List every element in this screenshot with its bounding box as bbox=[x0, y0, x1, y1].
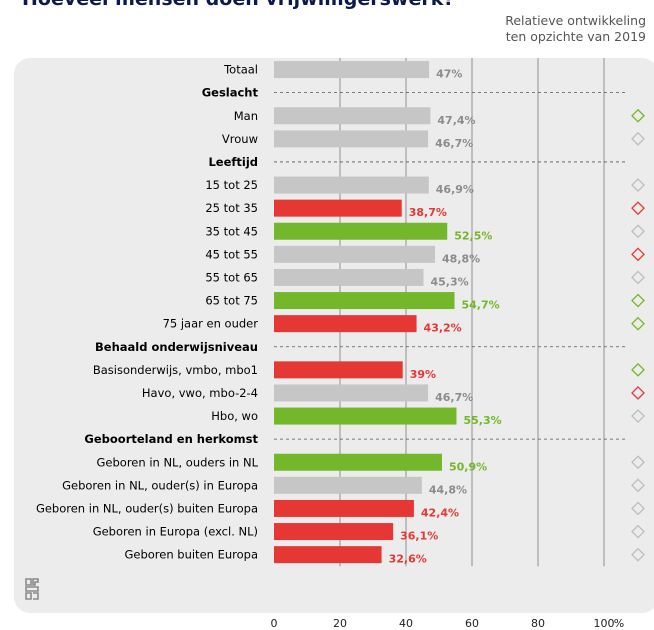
value-label: 46,7% bbox=[435, 137, 473, 150]
category-label: 55 tot 65 bbox=[205, 270, 258, 284]
group-header-label: Geslacht bbox=[202, 86, 259, 100]
x-tick-label: 20 bbox=[333, 617, 347, 630]
trend-diamond-icon bbox=[631, 270, 645, 285]
value-label: 36,1% bbox=[400, 530, 438, 543]
bar bbox=[274, 61, 430, 79]
bar bbox=[274, 546, 382, 564]
category-label: Havo, vwo, mbo-2-4 bbox=[142, 386, 258, 400]
value-label: 46,7% bbox=[435, 391, 473, 404]
x-tick-label: 60 bbox=[465, 617, 479, 630]
value-label: 45,3% bbox=[430, 275, 468, 288]
category-label: 35 tot 45 bbox=[205, 224, 258, 238]
category-label: 25 tot 35 bbox=[205, 201, 258, 215]
value-label: 48,8% bbox=[442, 252, 480, 265]
chart-rows: Totaal 47% Geslacht Man 47,4% Vrouw 46,7% Leeft… bbox=[36, 61, 645, 566]
trend-diamond-icon bbox=[631, 386, 645, 400]
bar bbox=[274, 245, 436, 263]
value-label: 55,3% bbox=[463, 414, 501, 427]
trend-diamond-icon bbox=[631, 547, 645, 562]
bar bbox=[274, 476, 422, 494]
category-label: Geboren in Europa (excl. NL) bbox=[93, 525, 258, 539]
trend-diamond-icon bbox=[631, 224, 645, 239]
value-label: 54,7% bbox=[462, 299, 500, 312]
category-label: Basisonderwijs, vmbo, mbo1 bbox=[93, 363, 258, 377]
bar bbox=[274, 361, 403, 379]
value-label: 46,9% bbox=[436, 183, 474, 196]
x-tick-label: 0 bbox=[271, 617, 278, 630]
bar bbox=[274, 315, 417, 333]
bar bbox=[274, 384, 429, 402]
trend-diamond-icon bbox=[631, 178, 645, 192]
label-panel bbox=[14, 58, 654, 613]
category-label: Geboren buiten Europa bbox=[124, 548, 258, 562]
value-label: 47,4% bbox=[437, 114, 475, 127]
category-label: Vrouw bbox=[222, 132, 258, 146]
x-tick-label: 100 bbox=[594, 617, 615, 630]
bar bbox=[274, 292, 455, 310]
value-label: 43,2% bbox=[424, 322, 462, 335]
category-label: 45 tot 55 bbox=[205, 247, 258, 261]
trend-diamond-icon bbox=[631, 316, 645, 331]
bar bbox=[274, 107, 431, 125]
bar bbox=[274, 199, 402, 217]
trend-diamond-icon bbox=[631, 362, 645, 377]
category-label: 15 tot 25 bbox=[205, 178, 258, 192]
value-label: 32,6% bbox=[389, 553, 427, 566]
trend-diamond-icon bbox=[631, 247, 645, 262]
x-tick-label: 40 bbox=[399, 617, 413, 630]
trend-diamond-icon bbox=[631, 478, 645, 493]
value-label: 44,8% bbox=[429, 483, 467, 496]
bar bbox=[274, 222, 448, 240]
bar bbox=[274, 499, 414, 517]
trend-diamond-icon bbox=[631, 108, 645, 123]
bar bbox=[274, 268, 424, 286]
trend-diamond-icon bbox=[631, 409, 645, 423]
trend-diamond-icon bbox=[631, 131, 645, 146]
group-header-label: Leeftijd bbox=[208, 155, 258, 169]
trend-diamond-icon bbox=[631, 293, 645, 308]
value-label: 47% bbox=[436, 68, 462, 81]
chart-subtitle: Relatieve ontwikkeling ten opzichte van … bbox=[505, 13, 646, 44]
x-tick-label: 80 bbox=[531, 617, 545, 630]
cbs-logo-icon bbox=[25, 578, 39, 600]
value-label: 50,9% bbox=[449, 460, 487, 473]
category-label: Geboren in NL, ouder(s) in Europa bbox=[62, 478, 258, 492]
category-label: Man bbox=[234, 109, 258, 123]
category-label: Geboren in NL, ouders in NL bbox=[97, 455, 259, 469]
x-axis-unit-label: % bbox=[614, 617, 624, 630]
x-axis-ticks: 0 20 40 60 80 100 bbox=[271, 617, 615, 630]
value-label: 52,5% bbox=[454, 229, 492, 242]
page-title: Hoeveel mensen doen vrijwilligerswerk? bbox=[22, 0, 454, 10]
value-label: 38,7% bbox=[409, 206, 447, 219]
bar bbox=[274, 407, 457, 425]
category-label: Totaal bbox=[223, 63, 258, 77]
group-header-label: Geboorteland en herkomst bbox=[84, 432, 258, 446]
category-label: Geboren in NL, ouder(s) buiten Europa bbox=[36, 501, 258, 515]
category-label: 75 jaar en ouder bbox=[163, 317, 259, 331]
trend-diamond-icon bbox=[631, 455, 645, 470]
bar bbox=[274, 176, 429, 194]
category-label: Hbo, wo bbox=[211, 409, 258, 423]
value-label: 42,4% bbox=[421, 506, 459, 519]
category-label: 65 tot 75 bbox=[205, 294, 258, 308]
bar bbox=[274, 130, 429, 148]
bar bbox=[274, 453, 442, 471]
trend-diamond-icon bbox=[631, 201, 645, 216]
group-header-label: Behaald onderwijsniveau bbox=[95, 340, 258, 354]
trend-diamond-icon bbox=[631, 501, 645, 516]
bar bbox=[274, 523, 394, 541]
trend-diamond-icon bbox=[631, 524, 645, 539]
value-label: 39% bbox=[410, 368, 436, 381]
